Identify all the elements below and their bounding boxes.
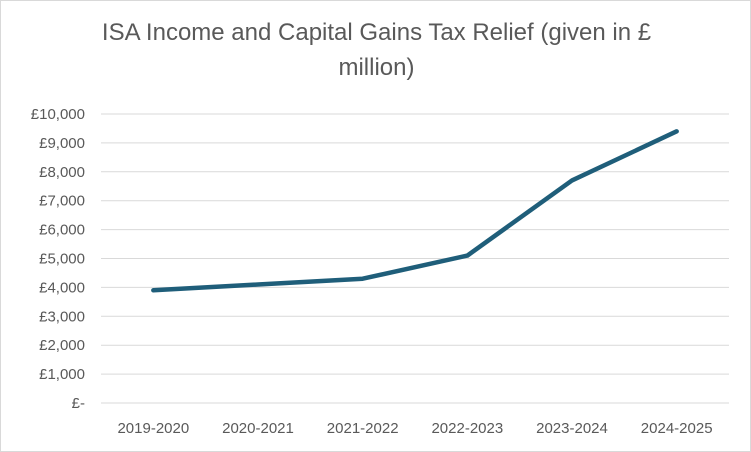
x-tick-label: 2021-2022 [327,420,399,437]
x-tick-label: 2020-2021 [222,420,294,437]
y-tick-label: £4,000 [39,279,85,296]
y-tick-label: £6,000 [39,222,85,239]
y-tick-label: £8,000 [39,164,85,181]
y-tick-label: £7,000 [39,193,85,210]
y-tick-label: £1,000 [39,366,85,383]
y-tick-label: £5,000 [39,251,85,268]
y-tick-label: £9,000 [39,135,85,152]
series-line [151,129,679,293]
y-tick-label: £10,000 [31,106,85,123]
x-tick-label: 2024-2025 [641,420,713,437]
x-tick-label: 2019-2020 [117,420,189,437]
x-tick-label: 2023-2024 [536,420,608,437]
y-tick-label: £3,000 [39,308,85,325]
chart-title: ISA Income and Capital Gains Tax Relief … [101,19,652,81]
y-tick-label: £- [72,395,85,412]
y-tick-label: £2,000 [39,337,85,354]
x-tick-label: 2022-2023 [431,420,503,437]
